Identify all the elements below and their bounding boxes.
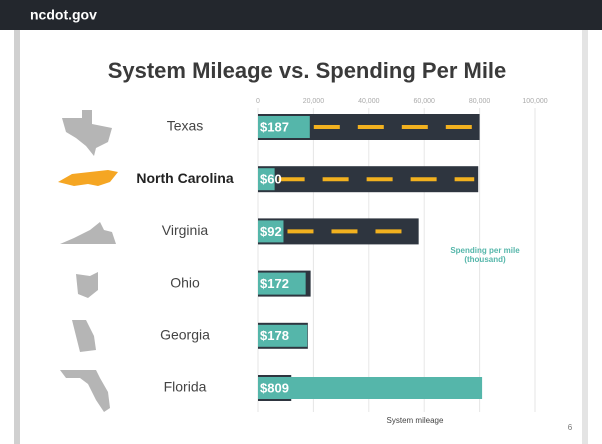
category-label: Georgia (160, 327, 210, 343)
state-icons (58, 110, 118, 412)
spending-bar (258, 324, 308, 347)
header-bar (0, 0, 602, 30)
x-tick-label: 20,000 (303, 98, 325, 105)
icon-nc (58, 170, 118, 186)
x-tick-label: 60,000 (413, 98, 435, 105)
value-label: $187 (260, 119, 289, 134)
icon-georgia (72, 320, 96, 352)
page-number: 6 (568, 423, 573, 432)
category-label: Ohio (170, 274, 200, 290)
category-label: North Carolina (136, 170, 233, 186)
x-tick-label: 100,000 (522, 98, 547, 105)
icon-florida (60, 370, 110, 412)
category-label: Florida (164, 379, 207, 395)
header-text: ncdot.gov (30, 7, 97, 23)
value-label: $92 (260, 224, 282, 239)
spending-bar (258, 272, 306, 295)
value-label: $172 (260, 276, 289, 291)
spending-bar (258, 116, 310, 138)
category-label: Texas (167, 118, 204, 134)
x-tick-label: 80,000 (469, 98, 491, 105)
left-border (14, 30, 20, 444)
value-label: $809 (260, 380, 289, 395)
category-label: Virginia (162, 222, 209, 238)
spending-bar (258, 168, 275, 191)
spending-bar (258, 220, 284, 243)
chart-title: System Mileage vs. Spending Per Mile (108, 58, 507, 83)
x-tick-label: 0 (256, 98, 260, 105)
icon-virginia (60, 222, 116, 244)
value-label: $178 (260, 328, 289, 343)
spending-bar (258, 377, 483, 399)
x-tick-label: 40,000 (358, 98, 380, 105)
icon-ohio (76, 272, 98, 298)
value-label: $60 (260, 172, 282, 187)
legend-spending: Spending per mile (thousand) (450, 246, 520, 264)
legend-mileage: System mileage (386, 416, 444, 425)
icon-texas (62, 110, 112, 156)
right-border (582, 30, 588, 444)
